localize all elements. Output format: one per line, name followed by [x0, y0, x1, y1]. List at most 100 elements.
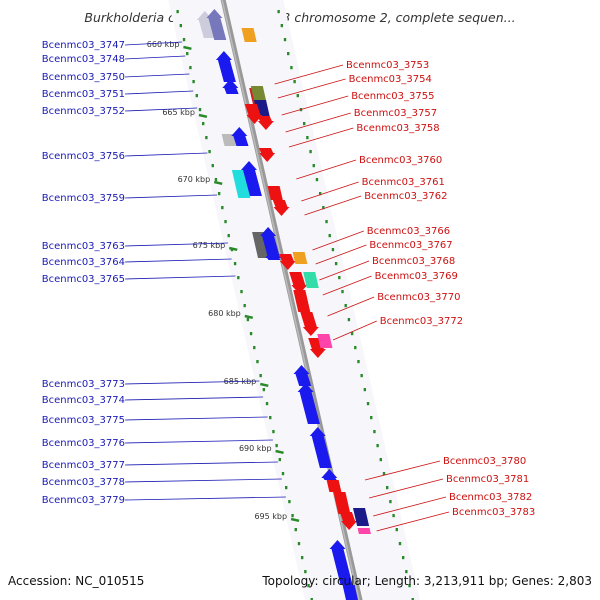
gene-label-left[interactable]: Bcenmc03_3779	[42, 495, 125, 506]
right-tick	[354, 346, 357, 350]
genome-summary-text: Topology: circular; Length: 3,213,911 bp…	[262, 574, 592, 588]
gene-label-left[interactable]: Bcenmc03_3750	[42, 72, 125, 83]
kbp-label: 680 kbp	[208, 309, 241, 318]
left-tick	[294, 528, 297, 532]
gene-feature	[297, 383, 320, 424]
left-tick	[262, 388, 266, 392]
left-tick	[275, 444, 278, 448]
right-tick	[331, 248, 335, 252]
leader-line	[296, 159, 357, 180]
gene-label-left[interactable]: Bcenmc03_3777	[42, 460, 125, 471]
right-tick	[302, 122, 306, 126]
gene-label-left[interactable]: Bcenmc03_3759	[42, 193, 125, 204]
gene-label-right[interactable]: Bcenmc03_3782	[449, 492, 532, 503]
left-tick	[281, 472, 285, 476]
gene-feature	[293, 365, 312, 386]
kbp-tick	[183, 45, 192, 51]
left-tick	[189, 66, 192, 70]
gene-label-right[interactable]: Bcenmc03_3761	[362, 177, 445, 188]
gene-label-right[interactable]: Bcenmc03_3760	[359, 155, 442, 166]
leader-line	[124, 258, 232, 263]
gene-label-right[interactable]: Bcenmc03_3783	[452, 507, 535, 518]
gene-feature	[357, 528, 371, 534]
gene-label-right[interactable]: Bcenmc03_3754	[349, 74, 432, 85]
left-tick	[240, 290, 243, 294]
leader-line	[332, 320, 377, 341]
gene-label-left[interactable]: Bcenmc03_3764	[42, 257, 125, 268]
gene-feature	[333, 492, 351, 514]
gene-label-right[interactable]: Bcenmc03_3770	[377, 292, 460, 303]
gene-feature	[244, 104, 263, 124]
leader-line	[124, 380, 260, 385]
gene-label-left[interactable]: Bcenmc03_3763	[42, 241, 125, 252]
left-tick	[201, 122, 205, 126]
kbp-tick	[260, 382, 269, 388]
left-tick	[285, 486, 288, 490]
right-tick	[296, 94, 299, 98]
gene-label-right[interactable]: Bcenmc03_3780	[443, 456, 526, 467]
accession-text: Accession: NC_010515	[8, 574, 145, 588]
left-tick	[291, 514, 294, 518]
gene-label-left[interactable]: Bcenmc03_3747	[42, 40, 125, 51]
leader-line	[319, 260, 370, 281]
gene-label-right[interactable]: Bcenmc03_3758	[356, 123, 439, 134]
right-tick	[392, 514, 395, 518]
left-tick	[208, 150, 211, 154]
gene-label-right[interactable]: Bcenmc03_3755	[351, 91, 434, 102]
gene-feature	[206, 9, 227, 40]
gene-label-right[interactable]: Bcenmc03_3753	[346, 60, 429, 71]
gene-feature	[317, 334, 333, 348]
gene-label-left[interactable]: Bcenmc03_3775	[42, 415, 125, 426]
gene-label-left[interactable]: Bcenmc03_3776	[42, 438, 125, 449]
left-tick	[246, 318, 250, 322]
strand-bands	[168, 0, 420, 600]
right-tick	[334, 262, 338, 266]
leader-line	[364, 460, 441, 481]
leader-line	[124, 242, 228, 247]
right-tick	[325, 220, 328, 224]
right-tick	[283, 38, 287, 42]
leader-line	[124, 416, 268, 421]
gene-label-left[interactable]: Bcenmc03_3748	[42, 54, 125, 65]
leader-line	[124, 194, 218, 199]
right-tick	[379, 458, 383, 462]
gene-label-right[interactable]: Bcenmc03_3766	[367, 226, 450, 237]
gene-feature	[260, 227, 280, 258]
leader-line	[124, 152, 208, 157]
gene-label-left[interactable]: Bcenmc03_3773	[42, 379, 125, 390]
gene-label-right[interactable]: Bcenmc03_3767	[369, 240, 452, 251]
gene-label-right[interactable]: Bcenmc03_3768	[372, 256, 455, 267]
gene-label-left[interactable]: Bcenmc03_3774	[42, 395, 125, 406]
right-tick	[386, 486, 389, 490]
gene-label-left[interactable]: Bcenmc03_3756	[42, 151, 125, 162]
gene-label-right[interactable]: Bcenmc03_3757	[354, 108, 437, 119]
kbp-tick	[275, 449, 284, 455]
gene-label-right[interactable]: Bcenmc03_3772	[380, 316, 463, 327]
kbp-tick	[198, 113, 208, 119]
kbp-label: 690 kbp	[239, 444, 272, 453]
kbp-tick	[213, 180, 223, 186]
left-tick	[259, 374, 262, 378]
leader-line	[301, 181, 359, 202]
leader-line	[327, 296, 375, 317]
gene-label-left[interactable]: Bcenmc03_3752	[42, 106, 125, 117]
gene-label-right[interactable]: Bcenmc03_3769	[375, 271, 458, 282]
left-tick	[249, 332, 253, 336]
right-tick	[309, 150, 312, 154]
kbp-label: 675 kbp	[193, 241, 226, 250]
kbp-label: 695 kbp	[254, 512, 287, 521]
right-tick	[338, 276, 341, 280]
leader-line	[124, 275, 236, 280]
leader-line	[368, 478, 444, 499]
right-tick	[373, 430, 376, 434]
gene-label-left[interactable]: Bcenmc03_3751	[42, 89, 125, 100]
gene-label-right[interactable]: Bcenmc03_3781	[446, 474, 529, 485]
left-tick	[227, 234, 230, 238]
gene-label-left[interactable]: Bcenmc03_3765	[42, 274, 125, 285]
right-tick	[293, 80, 296, 84]
gene-feature	[257, 116, 274, 130]
leader-line	[288, 127, 354, 148]
gene-label-right[interactable]: Bcenmc03_3762	[364, 191, 447, 202]
gene-label-left[interactable]: Bcenmc03_3778	[42, 477, 125, 488]
